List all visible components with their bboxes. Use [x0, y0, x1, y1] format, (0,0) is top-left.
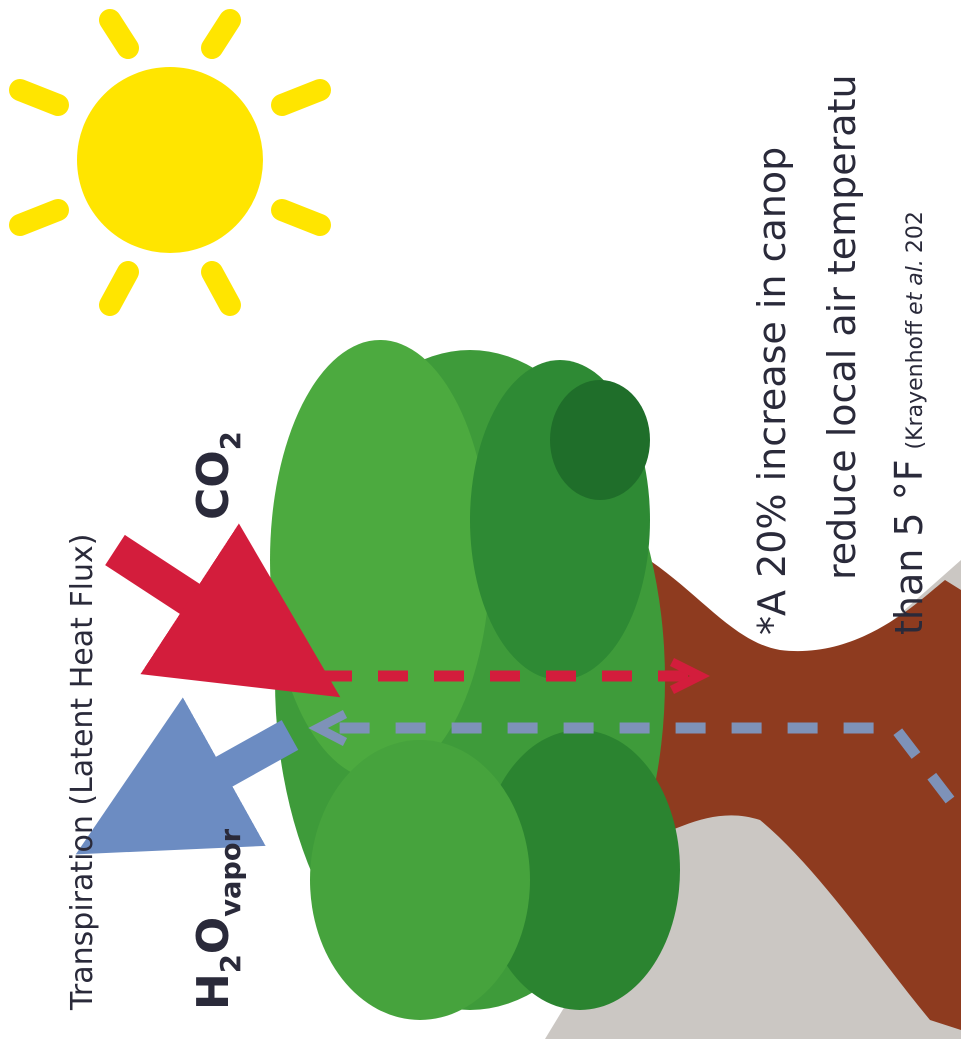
diagram: Transpiration (Latent Heat Flux) H2Ovapo…: [0, 0, 961, 1039]
note-line: reduce local air temperatu: [820, 74, 864, 580]
note-line: *A 20% increase in canop: [750, 147, 794, 635]
label-part: 2: [216, 431, 247, 450]
note-line: than 5 °F (Krayenhoff et al. 202: [887, 211, 931, 635]
sun: [20, 20, 320, 305]
label-part: et al.: [903, 259, 928, 315]
label-part: than 5 °F: [887, 459, 931, 635]
label-part: H: [188, 973, 239, 1010]
co2-label: CO2: [188, 431, 247, 520]
label-part: 202: [903, 211, 928, 253]
label-part: vapor: [216, 828, 247, 916]
co2-arrow: [115, 550, 265, 648]
label-part: O: [188, 917, 239, 954]
h2o-label: H2Ovapor: [188, 828, 247, 1010]
label-part: (Krayenhoff: [903, 320, 928, 449]
label-part: 2: [216, 954, 247, 973]
transpiration-label: Transpiration (Latent Heat Flux): [65, 534, 100, 1011]
vapor-arrow: [150, 735, 290, 813]
label-part: CO: [188, 450, 239, 520]
